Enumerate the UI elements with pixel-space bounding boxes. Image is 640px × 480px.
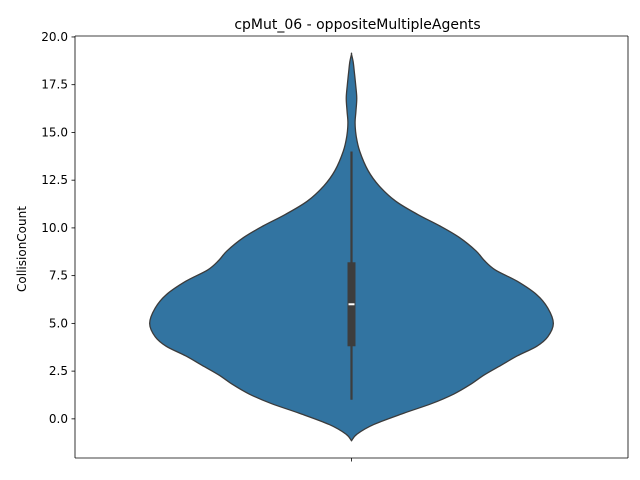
y-tick-label: 10.0 bbox=[41, 221, 68, 235]
y-tick-label: 15.0 bbox=[41, 125, 68, 139]
y-tick-label: 5.0 bbox=[49, 316, 68, 330]
y-tick-label: 2.5 bbox=[49, 364, 68, 378]
chart-title: cpMut_06 - oppositeMultipleAgents bbox=[234, 17, 480, 33]
y-tick-label: 7.5 bbox=[49, 269, 68, 283]
plot-area bbox=[149, 52, 554, 442]
y-axis-label: CollisionCount bbox=[15, 206, 29, 292]
y-tick-label: 0.0 bbox=[49, 412, 68, 426]
y-tick-label: 20.0 bbox=[41, 30, 68, 44]
y-tick-label: 12.5 bbox=[41, 173, 68, 187]
axes: 0.0 2.5 5.0 7.5 10.0 12.5 15.0 17.5 20.0 bbox=[41, 30, 629, 462]
y-tick-label: 17.5 bbox=[41, 78, 68, 92]
